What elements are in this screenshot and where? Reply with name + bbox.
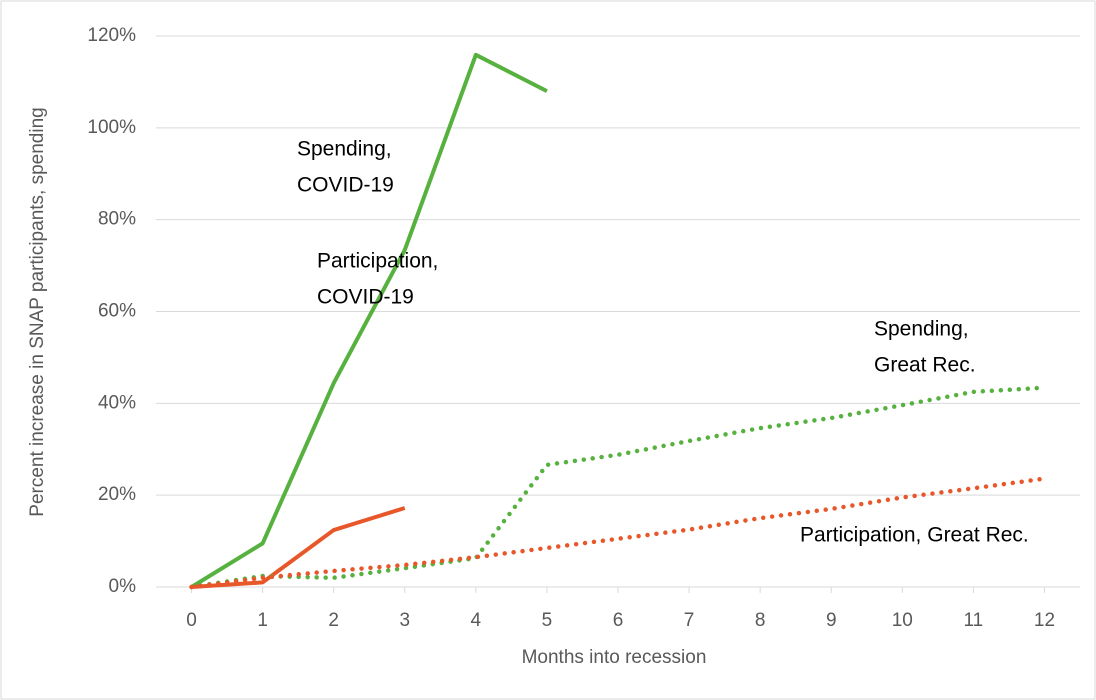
x-tick-label: 9 bbox=[826, 610, 837, 631]
y-axis-title: Percent increase in SNAP participants, s… bbox=[27, 107, 48, 516]
y-tick-label: 0% bbox=[109, 576, 137, 597]
annotation: Spending, bbox=[874, 318, 969, 341]
x-tick-label: 12 bbox=[1034, 610, 1055, 631]
x-tick-label: 3 bbox=[399, 610, 410, 631]
series-line bbox=[189, 385, 1047, 590]
annotation: Great Rec. bbox=[874, 354, 976, 377]
x-tick-label: 6 bbox=[613, 610, 624, 631]
y-tick-label: 100% bbox=[87, 117, 136, 138]
annotation: COVID-19 bbox=[317, 286, 414, 309]
y-tick-label: 40% bbox=[98, 392, 136, 413]
annotation: Spending, bbox=[297, 138, 392, 161]
x-tick-label: 1 bbox=[257, 610, 268, 631]
x-tick-label: 2 bbox=[328, 610, 339, 631]
x-tick-label: 5 bbox=[542, 610, 553, 631]
annotation: Participation, Great Rec. bbox=[800, 524, 1029, 547]
y-tick-label: 80% bbox=[98, 209, 136, 230]
series-line bbox=[189, 476, 1047, 590]
x-tick-label: 11 bbox=[964, 610, 984, 631]
x-axis-title: Months into recession bbox=[522, 647, 707, 668]
x-tick-label: 7 bbox=[684, 610, 695, 631]
annotation: COVID-19 bbox=[297, 174, 394, 197]
y-tick-label: 20% bbox=[98, 484, 136, 505]
x-tick-label: 0 bbox=[186, 610, 197, 631]
x-tick-label: 10 bbox=[892, 610, 913, 631]
x-tick-label: 4 bbox=[471, 610, 482, 631]
annotation: Participation, bbox=[317, 250, 438, 273]
x-tick-label: 8 bbox=[755, 610, 766, 631]
y-tick-label: 60% bbox=[98, 301, 136, 322]
y-tick-label: 120% bbox=[87, 25, 136, 46]
series-line bbox=[190, 52, 548, 589]
series-line bbox=[191, 506, 406, 589]
